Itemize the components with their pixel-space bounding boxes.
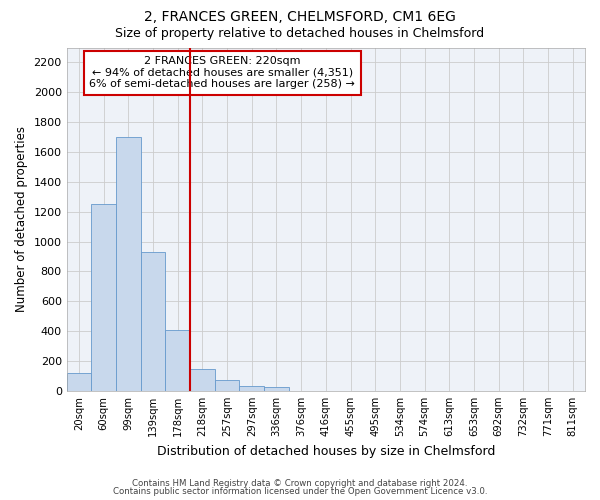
Bar (141, 252, 166, 391)
Text: Contains public sector information licensed under the Open Government Licence v3: Contains public sector information licen… (113, 487, 487, 496)
Bar (166, 330, 190, 391)
Bar (190, 368, 215, 391)
Text: 2, FRANCES GREEN, CHELMSFORD, CM1 6EG: 2, FRANCES GREEN, CHELMSFORD, CM1 6EG (144, 10, 456, 24)
Bar (91, 204, 116, 391)
Text: Size of property relative to detached houses in Chelmsford: Size of property relative to detached ho… (115, 28, 485, 40)
Y-axis label: Number of detached properties: Number of detached properties (15, 126, 28, 312)
Bar (264, 387, 289, 391)
Bar (215, 380, 239, 391)
X-axis label: Distribution of detached houses by size in Chelmsford: Distribution of detached houses by size … (157, 444, 495, 458)
Text: Contains HM Land Registry data © Crown copyright and database right 2024.: Contains HM Land Registry data © Crown c… (132, 478, 468, 488)
Bar (67, 373, 91, 391)
Text: 2 FRANCES GREEN: 220sqm
← 94% of detached houses are smaller (4,351)
6% of semi-: 2 FRANCES GREEN: 220sqm ← 94% of detache… (89, 56, 355, 90)
Bar (239, 386, 264, 391)
Bar (116, 137, 141, 391)
